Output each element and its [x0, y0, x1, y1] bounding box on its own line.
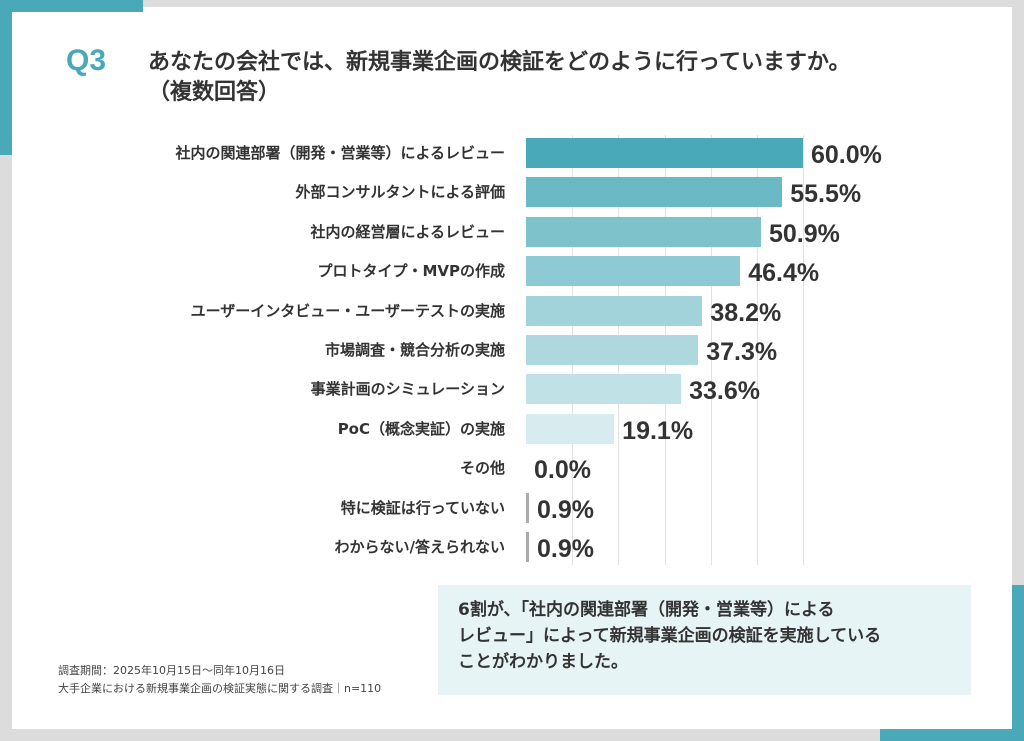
category-label: 事業計画のシミュレーション	[310, 380, 505, 399]
bar	[526, 335, 699, 365]
footnote-period: 調査期間：2025年10月15日〜同年10月16日	[58, 664, 285, 677]
bar	[526, 256, 741, 287]
title-line2: （複数回答）	[148, 80, 281, 105]
bar	[526, 216, 761, 247]
category-label: 社内の関連部署（開発・営業等）によるレビュー	[175, 144, 505, 162]
category-label: 社内の経営層によるレビュー	[310, 222, 505, 241]
bar	[526, 532, 529, 562]
summary-line3: ことがわかりました。	[458, 652, 628, 672]
gridline	[756, 135, 758, 565]
page-title: あなたの会社では、新規事業企画の検証をどのように行っていますか。 （複数回答）	[148, 48, 850, 108]
summary-box: 6割が、「社内の関連部署（開発・営業等）による レビュー」によって新規事業企画の…	[438, 585, 971, 695]
value-label: 0.9%	[537, 535, 594, 563]
corner-decoration-bottom	[880, 729, 1024, 741]
summary-line2: レビュー」によって新規事業企画の検証を実施している	[458, 626, 882, 646]
value-label: 50.9%	[768, 219, 840, 248]
corner-decoration-right	[1012, 585, 1024, 741]
value-label: 19.1%	[622, 416, 694, 445]
category-label: PoC（概念実証）の実施	[337, 419, 505, 438]
gridline	[803, 135, 804, 565]
corner-decoration-top	[0, 0, 143, 12]
category-label: その他	[459, 459, 505, 478]
category-label: わからない/答えられない	[334, 538, 505, 556]
bar	[526, 492, 529, 523]
bar	[526, 138, 803, 168]
value-label: 0.9%	[537, 495, 594, 524]
category-label: ユーザーインタビュー・ユーザーテストの実施	[190, 301, 505, 320]
summary-line1: 6割が、「社内の関連部署（開発・営業等）による	[458, 600, 835, 620]
title-line1: あなたの会社では、新規事業企画の検証をどのように行っていますか。	[148, 50, 851, 75]
corner-decoration-left	[0, 0, 12, 155]
value-label: 0.0%	[534, 456, 591, 485]
bar	[526, 177, 783, 208]
value-label: 38.2%	[710, 298, 782, 327]
category-label: 外部コンサルタントによる評価	[295, 183, 505, 202]
question-number: Q3	[66, 44, 107, 77]
bar	[526, 413, 615, 444]
value-label: 55.5%	[790, 180, 862, 209]
summary-text: 6割が、「社内の関連部署（開発・営業等）による レビュー」によって新規事業企画の…	[458, 597, 881, 675]
footnote-survey: 大手企業における新規事業企画の検証実態に関する調査｜n=110	[58, 682, 382, 695]
category-label: 特に検証は行っていない	[340, 498, 505, 517]
category-label: 市場調査・競合分析の実施	[324, 341, 505, 359]
bar	[526, 374, 682, 405]
value-label: 33.6%	[689, 377, 760, 406]
value-label: 60.0%	[811, 141, 882, 169]
value-label: 37.3%	[706, 338, 778, 366]
category-label: プロトタイプ・MVPの作成	[317, 262, 505, 281]
value-label: 46.4%	[748, 259, 820, 288]
gridline	[710, 135, 712, 565]
bar	[526, 295, 703, 326]
